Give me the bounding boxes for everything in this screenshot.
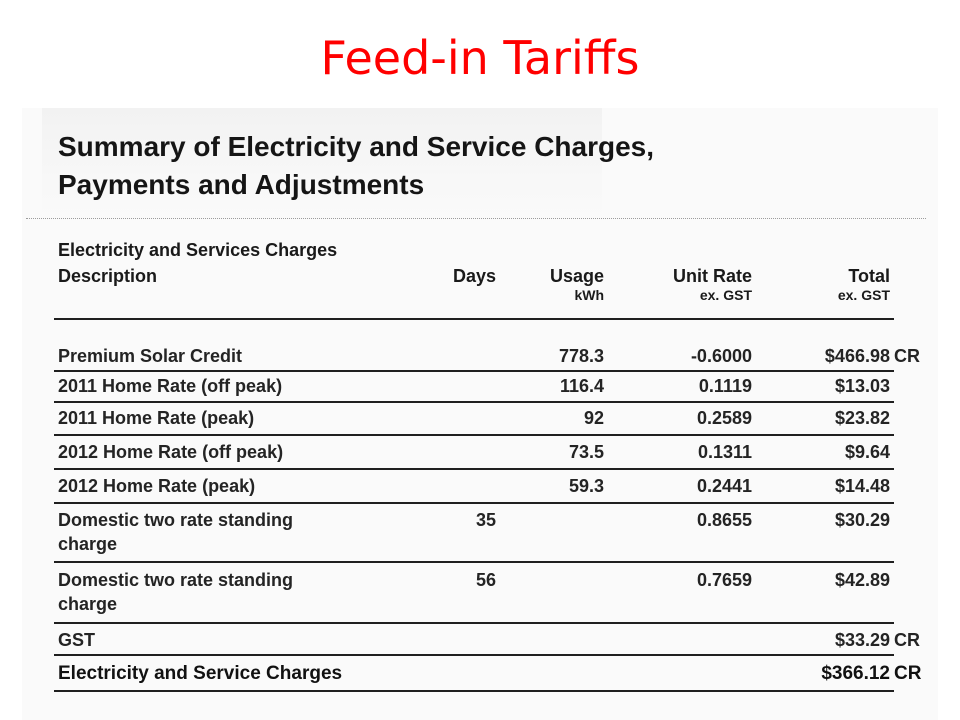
row-unit-rate: -0.6000	[690, 346, 752, 366]
row-credit-suffix: CR	[894, 630, 920, 650]
row-total: $9.64	[844, 442, 890, 462]
row-total: $14.48	[834, 476, 890, 496]
summary-heading: Summary of Electricity and Service Charg…	[58, 128, 654, 204]
row-description: GST	[58, 630, 96, 650]
column-header-unit-rate-sub: ex. GST	[699, 287, 752, 303]
row-description: 2012 Home Rate (off peak)	[58, 442, 284, 462]
heading-divider	[26, 218, 926, 219]
row-description: Domestic two rate standing charge	[58, 568, 358, 616]
row-rule	[54, 370, 894, 372]
slide-title: Feed-in Tariffs	[320, 31, 640, 85]
total-description: Electricity and Service Charges	[58, 663, 343, 684]
row-description: 2011 Home Rate (peak)	[58, 408, 255, 428]
row-unit-rate: 0.8655	[696, 510, 752, 530]
row-usage: 92	[583, 408, 604, 428]
row-usage: 73.5	[568, 442, 604, 462]
column-header-total: Total ex. GST	[794, 266, 890, 304]
row-rule	[54, 622, 894, 624]
total-amount: $366.12	[821, 663, 890, 684]
scanned-bill: Summary of Electricity and Service Charg…	[22, 108, 938, 720]
row-total: $466.98	[824, 346, 890, 366]
column-header-usage-unit: kWh	[574, 287, 604, 303]
row-days: 35	[475, 510, 496, 530]
row-description: Premium Solar Credit	[58, 346, 243, 366]
row-total: $42.89	[834, 570, 890, 590]
column-header-unit-rate: Unit Rate ex. GST	[654, 266, 752, 304]
row-usage: 116.4	[559, 376, 604, 396]
row-description-line-1: Domestic two rate standing	[58, 510, 294, 530]
row-description-line-2: charge	[58, 594, 118, 614]
row-total: $13.03	[834, 376, 890, 396]
row-description-line-1: Domestic two rate standing	[58, 570, 294, 590]
total-credit-suffix: CR	[894, 663, 922, 684]
row-rule	[54, 502, 894, 504]
scan-smudge	[42, 108, 602, 223]
section-title: Electricity and Services Charges	[58, 240, 338, 260]
column-header-usage: Usage kWh	[524, 266, 604, 304]
row-unit-rate: 0.2441	[696, 476, 752, 496]
row-usage: 778.3	[558, 346, 604, 366]
row-rule	[54, 401, 894, 403]
row-rule	[54, 434, 894, 436]
column-header-usage-label: Usage	[549, 266, 604, 286]
column-header-total-label: Total	[848, 266, 890, 286]
row-description: 2012 Home Rate (peak)	[58, 476, 256, 496]
row-total: $30.29	[834, 510, 890, 530]
summary-heading-line-2: Payments and Adjustments	[58, 169, 425, 200]
row-credit-suffix: CR	[894, 346, 920, 366]
row-usage: 59.3	[568, 476, 604, 496]
row-total: $23.82	[834, 408, 890, 428]
row-rule	[54, 654, 894, 656]
column-header-unit-rate-label: Unit Rate	[672, 266, 752, 286]
row-description-line-2: charge	[58, 534, 118, 554]
column-header-days: Days	[452, 266, 496, 286]
header-rule	[54, 318, 894, 320]
column-header-description: Description	[58, 266, 158, 286]
row-unit-rate: 0.7659	[696, 570, 752, 590]
row-unit-rate: 0.1311	[697, 442, 752, 462]
row-unit-rate: 0.1119	[698, 376, 752, 396]
summary-heading-line-1: Summary of Electricity and Service Charg…	[58, 131, 655, 162]
row-unit-rate: 0.2589	[696, 408, 752, 428]
total-rule	[54, 690, 894, 692]
row-total: $33.29	[834, 630, 890, 650]
row-rule	[54, 561, 894, 563]
row-description: 2011 Home Rate (off peak)	[58, 376, 283, 396]
row-description: Domestic two rate standing charge	[58, 508, 358, 556]
column-header-total-sub: ex. GST	[837, 287, 890, 303]
row-days: 56	[475, 570, 496, 590]
row-rule	[54, 468, 894, 470]
